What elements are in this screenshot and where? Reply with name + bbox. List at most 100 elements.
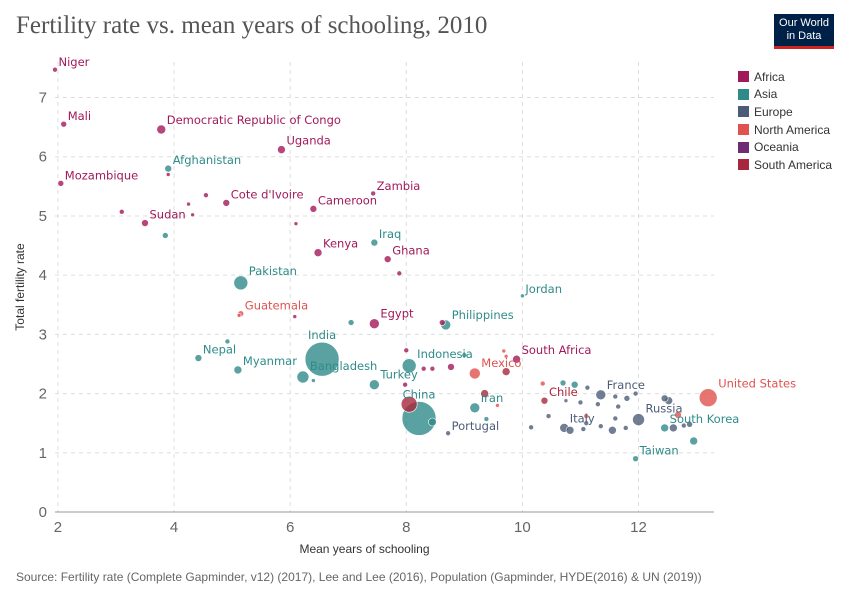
data-point[interactable]: [190, 212, 195, 218]
data-point[interactable]: [559, 379, 567, 387]
data-point[interactable]: [420, 365, 427, 372]
data-point[interactable]: [501, 348, 507, 354]
data-point[interactable]: [277, 145, 286, 154]
data-point[interactable]: [383, 255, 392, 263]
data-point[interactable]: [447, 363, 455, 371]
data-point[interactable]: [681, 422, 687, 429]
data-point[interactable]: [203, 192, 209, 199]
data-point[interactable]: [233, 365, 243, 375]
data-point[interactable]: [669, 423, 678, 433]
data-point[interactable]: [313, 248, 323, 257]
data-point[interactable]: [165, 172, 171, 177]
legend-item-north-america[interactable]: North America: [738, 121, 832, 139]
data-point[interactable]: [52, 66, 58, 73]
data-point[interactable]: [660, 423, 669, 433]
data-point[interactable]: [660, 394, 669, 403]
data-point[interactable]: [632, 413, 645, 426]
data-point[interactable]: [468, 367, 481, 380]
data-point[interactable]: [480, 389, 489, 398]
data-point[interactable]: [222, 199, 231, 207]
data-point[interactable]: [584, 384, 591, 391]
owid-logo[interactable]: Our World in Data: [774, 14, 834, 49]
data-point[interactable]: [369, 379, 380, 390]
data-point[interactable]: [156, 124, 167, 135]
data-point[interactable]: [577, 399, 584, 406]
data-point[interactable]: [608, 425, 617, 435]
data-point[interactable]: [309, 205, 318, 213]
data-point[interactable]: [483, 416, 490, 422]
point-label: Uganda: [286, 134, 330, 148]
data-point[interactable]: [686, 421, 693, 428]
data-point[interactable]: [401, 358, 417, 374]
data-point[interactable]: [438, 319, 446, 326]
data-point[interactable]: [615, 403, 621, 410]
data-point[interactable]: [141, 219, 149, 227]
data-point[interactable]: [612, 393, 619, 400]
data-point[interactable]: [501, 367, 511, 376]
legend-item-europe[interactable]: Europe: [738, 103, 832, 121]
legend-label: Asia: [754, 87, 778, 102]
data-point[interactable]: [194, 354, 203, 362]
data-point[interactable]: [369, 318, 380, 330]
data-point[interactable]: [461, 352, 468, 358]
data-point[interactable]: [563, 398, 569, 403]
data-point[interactable]: [57, 180, 65, 187]
data-point[interactable]: [162, 232, 169, 239]
data-point[interactable]: [597, 423, 604, 429]
data-point[interactable]: [304, 341, 340, 377]
data-point[interactable]: [698, 388, 718, 408]
data-point[interactable]: [612, 415, 619, 422]
data-point[interactable]: [622, 425, 629, 431]
data-point[interactable]: [400, 395, 418, 413]
y-axis-label: Total fertility rate: [13, 243, 27, 331]
legend-item-oceania[interactable]: Oceania: [738, 138, 832, 156]
legend-item-asia[interactable]: Asia: [738, 86, 832, 104]
data-point[interactable]: [186, 201, 191, 207]
data-point[interactable]: [595, 401, 601, 408]
data-point[interactable]: [370, 238, 379, 247]
data-point[interactable]: [445, 430, 451, 437]
legend-item-africa[interactable]: Africa: [738, 68, 832, 86]
point-label: France: [607, 378, 645, 392]
data-point[interactable]: [520, 293, 525, 299]
data-point[interactable]: [402, 381, 408, 388]
data-point[interactable]: [224, 338, 231, 345]
data-point[interactable]: [580, 426, 587, 432]
data-point[interactable]: [428, 417, 437, 427]
data-point[interactable]: [429, 365, 436, 372]
data-point[interactable]: [583, 413, 590, 419]
data-point[interactable]: [370, 190, 376, 197]
data-point[interactable]: [632, 455, 639, 463]
data-point[interactable]: [118, 209, 125, 215]
data-point[interactable]: [632, 390, 639, 397]
data-point[interactable]: [311, 378, 316, 383]
data-point[interactable]: [583, 420, 590, 426]
data-point[interactable]: [469, 402, 481, 414]
data-point[interactable]: [539, 380, 546, 387]
data-point[interactable]: [503, 353, 509, 359]
data-point[interactable]: [403, 347, 410, 354]
data-point[interactable]: [292, 314, 298, 319]
logo-line-1: Our World: [779, 17, 829, 29]
data-point[interactable]: [296, 370, 310, 384]
data-point[interactable]: [565, 425, 575, 435]
data-point[interactable]: [540, 396, 549, 405]
data-point[interactable]: [528, 424, 534, 431]
data-point[interactable]: [236, 313, 242, 318]
data-point[interactable]: [233, 275, 249, 291]
data-point[interactable]: [347, 319, 355, 326]
data-point[interactable]: [495, 403, 500, 408]
x-tick-label: 4: [170, 519, 178, 536]
data-point[interactable]: [512, 354, 521, 364]
data-point[interactable]: [689, 436, 698, 446]
data-point[interactable]: [60, 120, 68, 128]
data-point[interactable]: [293, 221, 299, 226]
legend-item-south-america[interactable]: South America: [738, 156, 832, 174]
data-point[interactable]: [595, 389, 607, 401]
data-point[interactable]: [674, 411, 682, 419]
data-point[interactable]: [164, 164, 173, 173]
data-point[interactable]: [623, 395, 631, 402]
data-point[interactable]: [570, 380, 579, 389]
data-point[interactable]: [396, 270, 403, 277]
data-point[interactable]: [545, 413, 552, 419]
